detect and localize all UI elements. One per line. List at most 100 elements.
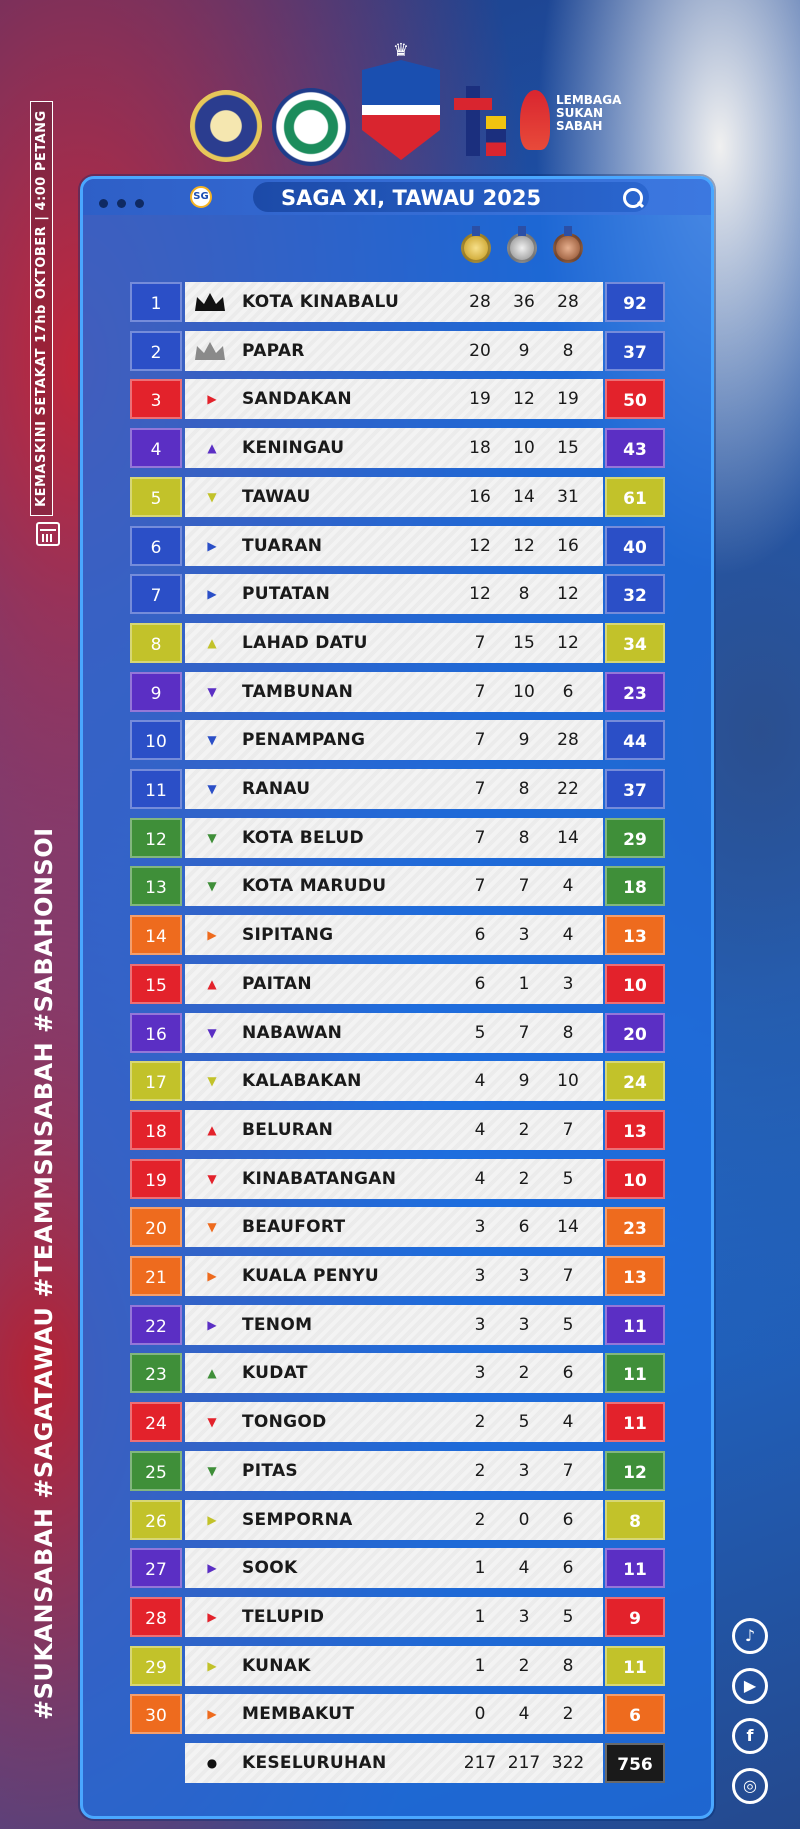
silver-count: 2 <box>518 1119 530 1140</box>
district-cell: ▼ TAMBUNAN 7 10 6 <box>185 671 603 712</box>
district-name: KUNAK <box>242 1655 311 1676</box>
trend-arrow-icon: ▼ <box>207 1025 217 1040</box>
total-count: 756 <box>605 1743 665 1783</box>
bronze-count: 22 <box>557 779 579 799</box>
gold-count: 16 <box>469 486 491 507</box>
district-name: SIPITANG <box>242 925 334 946</box>
bronze-count: 31 <box>557 486 579 507</box>
silver-count: 6 <box>518 1217 530 1238</box>
panel-header: SG SAGA XI, TAWAU 2025 <box>83 179 711 215</box>
saga-logo: SG <box>190 186 212 208</box>
table-row: 14 ▶ SIPITANG 6 3 4 13 <box>130 915 666 956</box>
district-cell: ▶ SANDAKAN 19 12 19 <box>185 379 603 420</box>
total-count: 11 <box>605 1402 665 1443</box>
total-count: 29 <box>605 817 665 858</box>
total-count: 11 <box>605 1304 665 1345</box>
district-cell: ▶ SEMPORNA 2 0 6 <box>185 1499 603 1540</box>
silver-count: 5 <box>518 1412 530 1433</box>
bronze-count: 5 <box>562 1168 574 1189</box>
total-count: 9 <box>605 1596 665 1637</box>
rank-cell: 30 <box>130 1694 182 1735</box>
rank-cell: 23 <box>130 1353 182 1394</box>
district-cell: ▲ LAHAD DATU 7 15 12 <box>185 622 603 663</box>
district-cell: ▼ PITAS 2 3 7 <box>185 1450 603 1491</box>
facebook-icon[interactable]: f <box>732 1718 768 1754</box>
district-name: TENOM <box>242 1314 313 1335</box>
rank-cell: 19 <box>130 1158 182 1199</box>
rank-cell: 3 <box>130 379 182 420</box>
trend-arrow-icon: ▼ <box>207 830 217 845</box>
rank-cell: 29 <box>130 1645 182 1686</box>
district-cell: ● KESELURUHAN 217 217 322 <box>185 1743 603 1783</box>
gold-count: 6 <box>474 973 486 994</box>
silver-count: 10 <box>513 438 535 459</box>
district-cell: ▲ PAITAN 6 1 3 <box>185 963 603 1004</box>
ministry-seal-logo <box>190 90 262 162</box>
instagram-icon[interactable]: ◎ <box>732 1768 768 1804</box>
trend-arrow-icon: ▶ <box>207 1561 217 1576</box>
trend-arrow-icon: ▼ <box>207 1220 217 1235</box>
sponsor-logos: ♛ LEMBAGA SUKAN SABAH <box>190 40 621 166</box>
rank-cell: 16 <box>130 1012 182 1053</box>
hashtags: #SUKANSABAH #SAGATAWAU #TEAMMSNSABAH #SA… <box>30 827 58 1720</box>
table-row: 10 ▼ PENAMPANG 7 9 28 44 <box>130 720 666 761</box>
crown-icon: ♛ <box>392 40 410 61</box>
youtube-icon[interactable]: ▶ <box>732 1668 768 1704</box>
silver-count: 3 <box>518 1460 530 1481</box>
district-cell: ▲ KUDAT 3 2 6 <box>185 1353 603 1394</box>
gold-count: 3 <box>474 1266 486 1286</box>
trend-arrow-icon: ▼ <box>207 733 217 748</box>
total-count: 13 <box>605 1109 665 1150</box>
district-cell: ▶ KUNAK 1 2 8 <box>185 1645 603 1686</box>
silver-count: 1 <box>518 973 530 994</box>
district-name: KALABAKAN <box>242 1071 362 1092</box>
total-count: 10 <box>605 963 665 1004</box>
gold-count: 12 <box>469 584 491 605</box>
rank-cell: 6 <box>130 525 182 566</box>
district-name: PUTATAN <box>242 584 331 605</box>
total-count: 92 <box>605 282 665 322</box>
table-row: 17 ▼ KALABAKAN 4 9 10 24 <box>130 1061 666 1102</box>
gold-count: 4 <box>474 1119 486 1140</box>
district-name: TUARAN <box>242 535 323 556</box>
district-name: MEMBAKUT <box>242 1704 355 1725</box>
table-row: 1 KOTA KINABALU 28 36 28 92 <box>130 282 666 322</box>
rank-cell: 2 <box>130 330 182 371</box>
bronze-count: 8 <box>562 340 574 361</box>
rank-cell: 24 <box>130 1402 182 1443</box>
silver-count: 14 <box>513 486 535 507</box>
sabah-state-emblem-logo <box>362 60 440 160</box>
district-cell: ▶ TUARAN 12 12 16 <box>185 525 603 566</box>
bronze-count: 10 <box>557 1071 579 1092</box>
gold-count: 2 <box>474 1509 486 1530</box>
district-cell: KOTA KINABALU 28 36 28 <box>185 282 603 322</box>
district-cell: ▼ KOTA MARUDU 7 7 4 <box>185 866 603 907</box>
gold-count: 7 <box>474 779 486 799</box>
bronze-count: 7 <box>562 1266 574 1286</box>
search-icon[interactable] <box>623 188 643 208</box>
tiktok-icon[interactable]: ♪ <box>732 1618 768 1654</box>
trend-arrow-icon: ▶ <box>207 928 217 943</box>
district-name: TAMBUNAN <box>242 681 354 702</box>
rank-cell: 14 <box>130 915 182 956</box>
total-count: 34 <box>605 622 665 663</box>
gold-count: 1 <box>474 1655 486 1676</box>
gold-count: 3 <box>474 1314 486 1335</box>
gold-count: 1 <box>474 1606 486 1627</box>
rank-cell: 10 <box>130 720 182 761</box>
district-cell: ▼ NABAWAN 5 7 8 <box>185 1012 603 1053</box>
bronze-count: 14 <box>557 1217 579 1238</box>
gold-count: 217 <box>463 1753 497 1773</box>
gold-count: 18 <box>469 438 491 459</box>
district-cell: ▶ MEMBAKUT 0 4 2 <box>185 1694 603 1735</box>
bronze-count: 12 <box>557 632 579 653</box>
rank-cell: 27 <box>130 1548 182 1589</box>
trend-arrow-icon: ▼ <box>207 1415 217 1430</box>
gold-count: 19 <box>469 389 491 410</box>
district-name: PITAS <box>242 1460 298 1481</box>
silver-count: 12 <box>513 389 535 410</box>
district-name: PAPAR <box>242 340 305 361</box>
total-count: 40 <box>605 525 665 566</box>
trend-arrow-icon: ▼ <box>207 1074 217 1089</box>
trend-arrow-icon: ▲ <box>207 635 217 650</box>
